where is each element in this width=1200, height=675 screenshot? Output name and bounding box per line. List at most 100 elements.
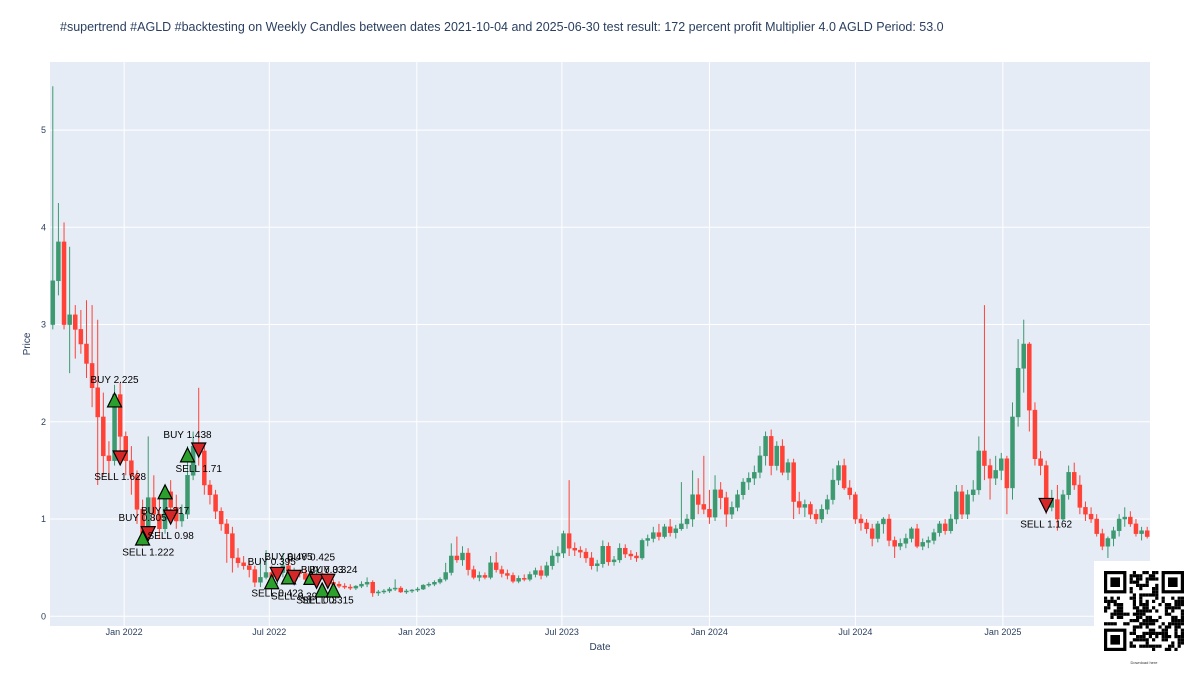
- qr-module: [1139, 574, 1143, 578]
- candle-body: [95, 387, 100, 418]
- candle-body: [796, 501, 802, 508]
- candle-body: [875, 523, 881, 539]
- chart-title: #supertrend #AGLD #backtesting on Weekly…: [60, 20, 944, 34]
- sell-marker: [162, 509, 179, 526]
- candle-body: [443, 572, 448, 580]
- candle-body: [695, 494, 701, 505]
- candle-body: [707, 509, 712, 518]
- candle-body: [813, 513, 819, 520]
- candle-body: [651, 532, 656, 539]
- signal-label: BUY 0.405: [264, 552, 313, 563]
- qr-module: [1177, 635, 1181, 639]
- candle-body: [931, 532, 937, 541]
- candle-body: [348, 586, 353, 589]
- qr-module: [1171, 644, 1175, 648]
- signal-label: SELL 0.423: [251, 588, 303, 599]
- qr-code[interactable]: [1094, 561, 1194, 669]
- qr-module: [1139, 599, 1143, 603]
- qr-module: [1152, 638, 1156, 642]
- candle-body: [1116, 518, 1122, 531]
- qr-module: [1168, 635, 1172, 639]
- candle-body: [101, 416, 106, 457]
- buy-marker: [106, 391, 123, 408]
- plot-background: [50, 62, 1150, 626]
- qr-module: [1148, 615, 1152, 619]
- qr-module: [1139, 593, 1143, 597]
- qr-module: [1152, 599, 1156, 603]
- candle-body: [976, 450, 982, 491]
- qr-module: [1132, 599, 1136, 603]
- qr-module: [1139, 635, 1143, 639]
- qr-module: [1139, 625, 1143, 629]
- qr-module: [1139, 577, 1143, 581]
- candle-body: [168, 491, 173, 508]
- qr-module: [1139, 638, 1143, 642]
- candle-body: [117, 394, 123, 437]
- candle-body: [768, 436, 774, 466]
- qr-module: [1177, 622, 1181, 626]
- qr-module: [1132, 644, 1136, 648]
- qr-module: [1155, 635, 1159, 639]
- qr-module: [1168, 612, 1172, 616]
- qr-module: [1116, 612, 1120, 616]
- candle-body: [841, 465, 847, 489]
- x-tick-label: Jan 2022: [106, 627, 143, 637]
- candle-body: [359, 583, 364, 587]
- candle-body: [909, 528, 914, 539]
- qr-module: [1164, 631, 1168, 635]
- candle-body: [583, 551, 589, 559]
- signal-label: SELL 0.3: [296, 595, 337, 606]
- qr-module: [1132, 619, 1136, 623]
- qr-module: [1152, 577, 1156, 581]
- buy-marker: [157, 483, 174, 500]
- qr-module: [1168, 606, 1172, 610]
- y-tick-label: 0: [41, 611, 46, 621]
- qr-module: [1129, 574, 1133, 578]
- y-tick-label: 5: [41, 125, 46, 135]
- candle-body: [881, 518, 886, 525]
- qr-module: [1148, 577, 1152, 581]
- candle-body: [404, 590, 409, 593]
- qr-module: [1139, 583, 1143, 587]
- qr-module: [1145, 580, 1149, 584]
- candle-body: [432, 581, 437, 585]
- candle-body: [258, 577, 263, 583]
- candle-body: [336, 583, 342, 587]
- qr-module: [1161, 638, 1165, 642]
- candle-body: [84, 343, 89, 364]
- qr-module: [1177, 619, 1181, 623]
- qr-module: [1180, 638, 1184, 642]
- candle-body: [420, 584, 426, 590]
- qr-module: [1142, 631, 1146, 635]
- qr-module: [1142, 606, 1146, 610]
- qr-module: [1120, 609, 1124, 613]
- qr-module: [1164, 603, 1168, 607]
- candle-body: [246, 565, 252, 570]
- qr-module: [1174, 615, 1178, 619]
- qr-module: [1148, 609, 1152, 613]
- qr-finder-core: [1110, 577, 1120, 587]
- qr-module: [1139, 587, 1143, 591]
- candle-body: [757, 455, 763, 473]
- qr-module: [1129, 590, 1133, 594]
- candle-body: [656, 532, 662, 537]
- candle-body: [157, 513, 162, 530]
- candle-body: [151, 497, 157, 515]
- qr-module: [1148, 628, 1152, 632]
- qr-module: [1104, 599, 1108, 603]
- qr-module: [1110, 622, 1114, 626]
- qr-module: [1180, 641, 1184, 645]
- candle-body: [1066, 472, 1071, 495]
- qr-module: [1180, 609, 1184, 613]
- qr-module: [1158, 631, 1162, 635]
- candle-body: [746, 477, 751, 483]
- sell-marker: [140, 526, 157, 542]
- qr-module: [1177, 644, 1181, 648]
- candle-body: [645, 538, 650, 541]
- qr-module: [1136, 583, 1140, 587]
- qr-finder-core: [1168, 577, 1178, 587]
- candle-body: [1083, 507, 1088, 515]
- signal-label: SELL 1.162: [1020, 519, 1072, 530]
- qr-module: [1174, 631, 1178, 635]
- candle-body: [993, 470, 998, 479]
